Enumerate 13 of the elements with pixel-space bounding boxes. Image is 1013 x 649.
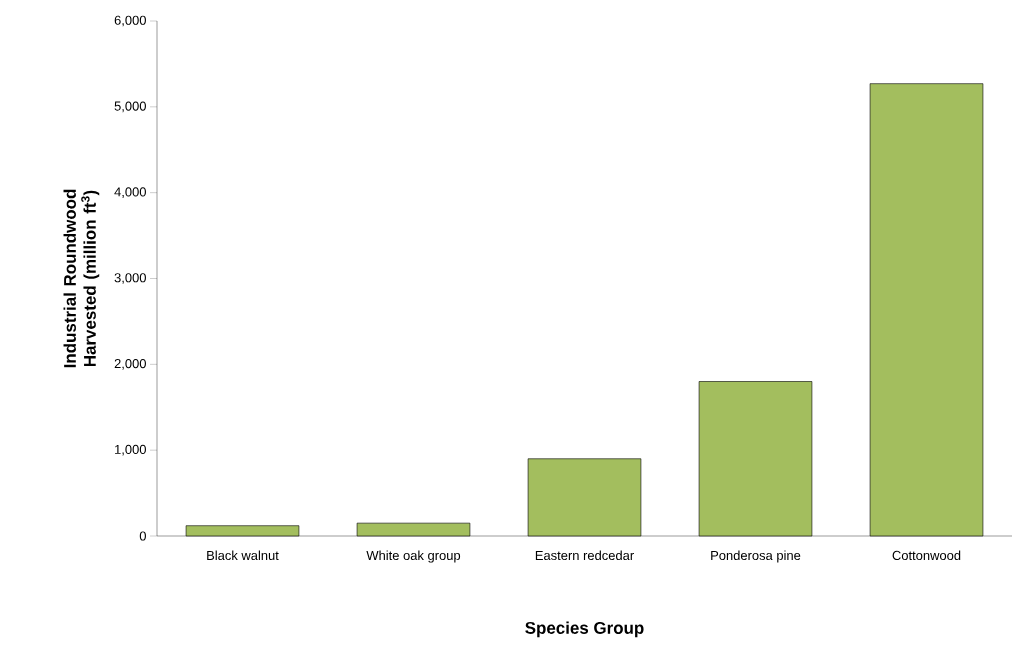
x-tick-label: Cottonwood bbox=[892, 550, 961, 561]
y-tick-label: 0 bbox=[139, 531, 146, 541]
x-tick-label: White oak group bbox=[366, 550, 461, 563]
y-tick-label: 2,000 bbox=[114, 358, 146, 370]
x-axis-title: Species Group bbox=[525, 621, 644, 638]
y-tick-label: 5,000 bbox=[114, 101, 146, 113]
x-tick-label: Black walnut bbox=[207, 550, 279, 561]
x-tick-label: Eastern redcedar bbox=[535, 550, 634, 561]
y-tick-label: 6,000 bbox=[114, 15, 146, 27]
y-tick-label: 1,000 bbox=[115, 444, 146, 456]
y-tick-label: 4,000 bbox=[114, 187, 146, 199]
y-tick-label: 3,000 bbox=[114, 273, 146, 284]
x-tick-label: Ponderosa pine bbox=[711, 550, 801, 563]
